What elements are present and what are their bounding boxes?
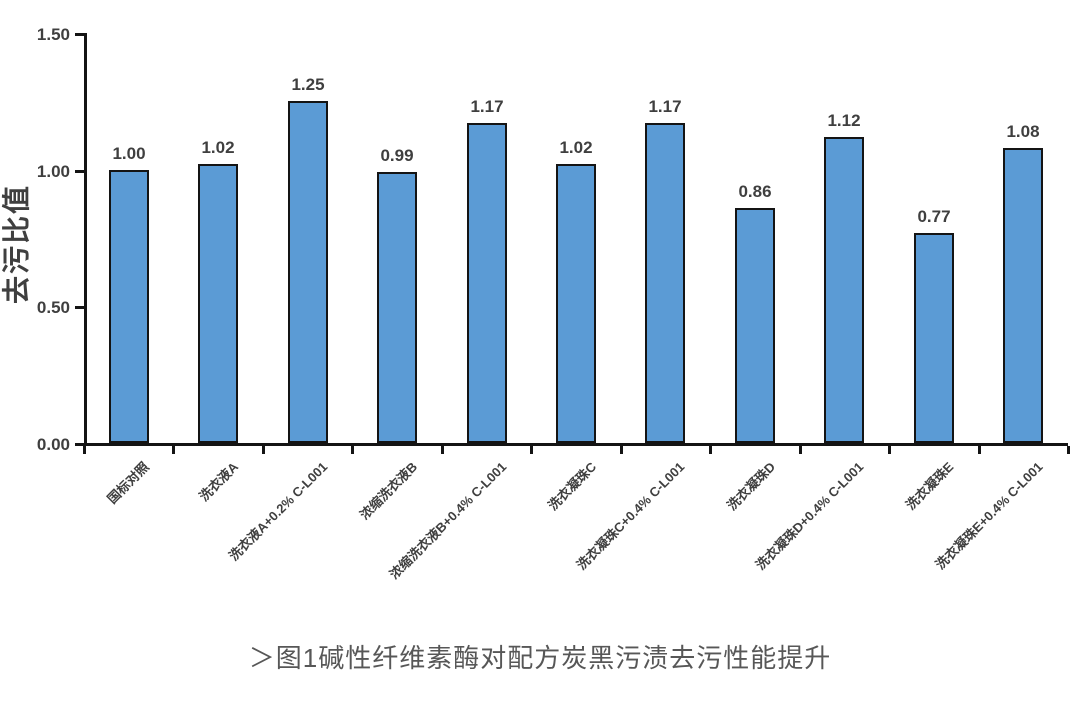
bar-value-label: 1.17: [470, 97, 504, 116]
x-tick-mark: [888, 446, 891, 454]
bar: [1003, 148, 1043, 443]
category-label: 洗衣液A+0.2% C-L001: [226, 459, 331, 564]
category-label: 浓缩洗衣液B: [356, 459, 420, 523]
bar-value-label: 1.02: [201, 138, 235, 157]
x-tick-mark: [709, 446, 712, 454]
x-tick-mark: [530, 446, 533, 454]
y-axis-title: 去污比值: [1, 184, 32, 305]
y-tick-mark: [75, 443, 84, 446]
y-axis-line: [84, 33, 87, 446]
y-tick-label: 0.00: [36, 435, 70, 454]
bar: [914, 233, 954, 443]
x-tick-mark: [620, 446, 623, 454]
bar: [824, 137, 864, 443]
bar-value-label: 0.99: [380, 146, 414, 165]
y-tick-mark: [75, 169, 84, 173]
bar: [198, 164, 238, 443]
bar: [735, 208, 775, 443]
x-axis-line: [82, 443, 1068, 446]
bar-value-label: 1.02: [559, 138, 593, 157]
x-tick-mark: [441, 446, 444, 454]
bar-value-label: 0.77: [917, 207, 951, 226]
y-tick-mark: [75, 306, 84, 310]
x-tick-mark: [172, 446, 175, 454]
bar: [109, 170, 149, 443]
bar-value-label: 1.08: [1006, 122, 1040, 141]
bar: [288, 101, 328, 443]
x-tick-mark: [799, 446, 802, 454]
bar: [467, 123, 507, 443]
y-tick-label: 1.00: [36, 161, 70, 181]
category-label: 洗衣液A: [195, 459, 241, 504]
y-tick-label: 1.50: [36, 25, 70, 44]
bar: [377, 172, 417, 443]
bar-value-label: 1.00: [112, 144, 146, 163]
x-tick-mark: [1067, 446, 1070, 454]
x-tick-mark: [83, 446, 86, 454]
bar: [556, 164, 596, 443]
bar-value-label: 1.17: [648, 97, 682, 116]
figure-caption: ＞图1碱性纤维素酶对配方炭黑污渍去污性能提升: [248, 643, 832, 673]
bar-value-label: 1.25: [291, 75, 325, 94]
y-tick-mark: [75, 33, 84, 36]
category-label: 洗衣凝珠C: [544, 459, 599, 514]
category-label: 洗衣凝珠D: [723, 459, 778, 514]
x-tick-mark: [978, 446, 981, 454]
y-tick-label: 0.50: [36, 298, 70, 318]
category-label: 洗衣凝珠E: [903, 459, 957, 513]
category-label: 国标对照: [104, 459, 152, 507]
x-tick-mark: [351, 446, 354, 454]
bar: [645, 123, 685, 443]
bar-value-label: 0.86: [738, 182, 772, 201]
bar-value-label: 1.12: [827, 111, 861, 130]
x-tick-mark: [262, 446, 265, 454]
